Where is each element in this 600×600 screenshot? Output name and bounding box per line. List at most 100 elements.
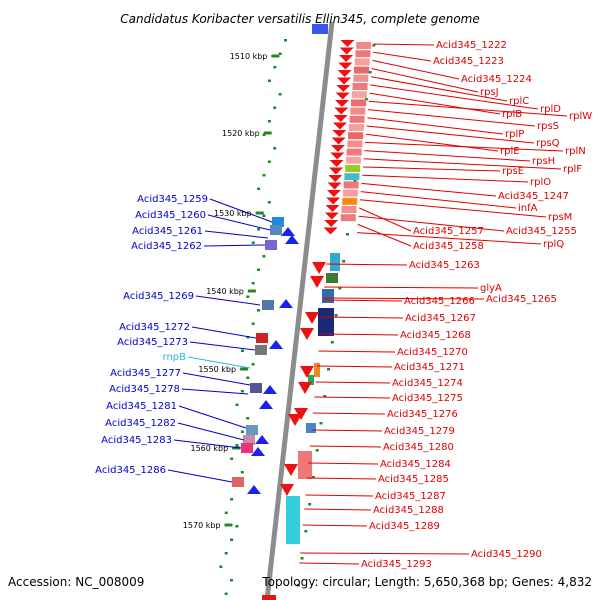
ruler-tick — [251, 322, 255, 325]
ruler-major-tick — [255, 211, 264, 215]
gene-label-right: Acid345_1270 — [397, 347, 468, 358]
gene-block — [348, 132, 364, 140]
leader-line — [191, 326, 257, 339]
gene-arrow — [300, 366, 314, 378]
leader-line — [203, 244, 266, 247]
gene-arrow — [300, 328, 314, 340]
gene-label-right: Acid345_1271 — [394, 362, 465, 373]
ruler-tick — [251, 282, 255, 285]
gene-label-right: Acid345_1255 — [506, 226, 577, 237]
leader-line — [361, 182, 497, 197]
chromosome-backbone — [264, 21, 335, 600]
leader-line — [204, 230, 269, 239]
gene-block — [326, 273, 338, 283]
gene-arrow — [333, 115, 348, 122]
ruler-tick — [230, 498, 234, 501]
gene-block — [346, 148, 362, 156]
gene-label-right: Acid345_1289 — [369, 521, 440, 532]
ruler-tick — [262, 214, 266, 217]
gene-block — [351, 91, 367, 99]
leader-lines — [167, 43, 568, 565]
gene-label-right: infA — [518, 203, 538, 214]
leader-line — [308, 462, 379, 465]
ruler-ticks — [219, 39, 376, 595]
ruler-tick — [267, 79, 271, 82]
gene-arrow — [247, 485, 261, 494]
leader-line — [363, 158, 562, 170]
gene-arrow — [337, 70, 352, 77]
gene-arrow — [327, 182, 342, 190]
gene-block — [298, 451, 312, 479]
leader-line — [309, 445, 382, 448]
ruler-tick — [296, 584, 300, 587]
gene-label-right: Acid345_1276 — [387, 409, 458, 420]
leader-line — [207, 214, 271, 231]
ruler-tick — [240, 471, 244, 474]
ruler-tick — [323, 395, 327, 398]
ruler-tick — [246, 417, 250, 420]
gene-block — [347, 140, 363, 148]
ruler-tick — [345, 233, 349, 236]
leader-line — [372, 59, 460, 80]
gene-label-right: Acid345_1263 — [409, 260, 480, 271]
ruler-tick — [246, 295, 250, 298]
ruler-tick — [224, 552, 228, 555]
leader-line — [317, 365, 393, 368]
ruler-tick — [257, 228, 261, 231]
ruler-tick — [319, 422, 323, 425]
leader-line — [181, 388, 249, 395]
gene-label-right: glyA — [480, 283, 502, 294]
gene-label-right: Acid345_1287 — [375, 491, 446, 502]
ruler-tick — [240, 390, 244, 393]
ruler-major-tick — [271, 54, 280, 58]
gene-label-right: Acid345_1223 — [433, 56, 504, 67]
ruler-tick — [267, 120, 271, 123]
ruler-tick — [311, 476, 315, 479]
ruler-major-tick — [240, 367, 249, 371]
gene-arrow — [339, 47, 354, 55]
gene-block — [262, 595, 276, 600]
gene-arrow — [288, 414, 302, 426]
leader-line — [358, 215, 505, 232]
gene-arrow — [335, 100, 349, 107]
ruler-tick — [300, 557, 304, 560]
gene-block — [318, 308, 334, 336]
leader-line — [365, 133, 499, 152]
gene-arrow — [298, 382, 312, 394]
ruler-tick — [262, 255, 266, 258]
gene-label-right: Acid345_1290 — [471, 549, 542, 560]
gene-block — [352, 83, 368, 90]
leader-line — [177, 422, 245, 441]
gene-block — [243, 435, 255, 445]
gene-arrow — [263, 385, 277, 394]
gene-label-right: Acid345_1257 — [413, 226, 484, 237]
leader-line — [364, 150, 531, 162]
gene-label-left: Acid345_1269 — [123, 291, 194, 302]
ruler-tick — [304, 530, 308, 533]
ruler-label: 1560 kbp — [190, 444, 228, 453]
ruler-label: 1530 kbp — [214, 209, 252, 218]
ruler-tick — [230, 579, 233, 582]
gene-label-right: Acid345_1247 — [498, 191, 569, 202]
ruler-major-tick — [224, 523, 233, 527]
gene-arrow — [255, 435, 269, 444]
gene-block — [246, 425, 258, 435]
gene-label-right: Acid345_1222 — [436, 40, 507, 51]
gene-label-right: rplC — [509, 96, 529, 107]
leader-line — [314, 396, 391, 399]
gene-arrow — [332, 122, 347, 130]
leader-line — [326, 263, 408, 266]
gene-features — [232, 40, 372, 600]
gene-arrow — [329, 160, 344, 167]
gene-label-right: Acid345_1266 — [404, 296, 475, 307]
ruler-tick — [315, 449, 319, 452]
ruler-tick — [251, 241, 255, 244]
gene-block — [262, 300, 274, 310]
gene-label-right: Acid345_1284 — [380, 459, 451, 470]
ruler-tick — [257, 268, 261, 271]
gene-block — [345, 165, 361, 172]
gene-block — [349, 115, 365, 123]
ruler-tick — [257, 187, 261, 190]
ruler-tick — [273, 147, 277, 150]
